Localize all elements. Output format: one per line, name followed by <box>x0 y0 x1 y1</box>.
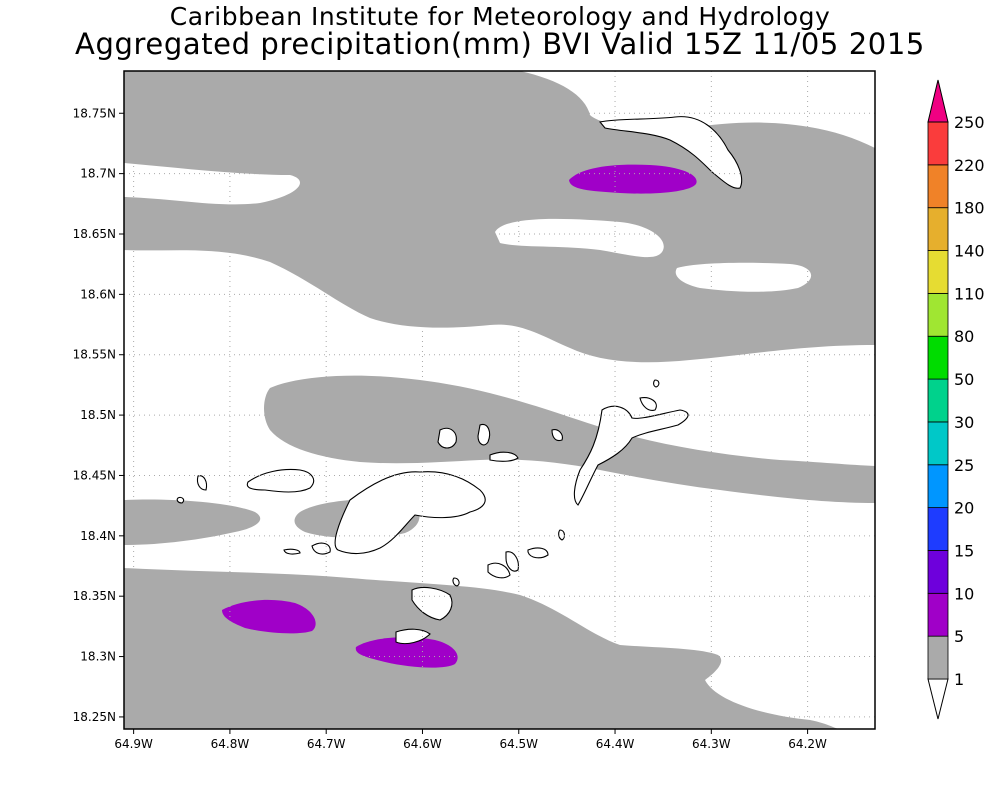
grid-lines <box>124 71 875 729</box>
colorbar-label: 1 <box>954 670 964 689</box>
island-salt <box>558 529 565 541</box>
colorbar-segment <box>927 292 949 337</box>
colorbar-label: 10 <box>954 584 974 603</box>
precip-area-1-5mm-west <box>124 499 261 545</box>
precip-area-1-5mm-central <box>264 375 875 503</box>
colorbar-label: 5 <box>954 627 964 646</box>
colorbar-segment <box>927 250 949 294</box>
y-tick-label: 18.7N <box>80 167 116 181</box>
colorbar-segment <box>927 421 949 466</box>
x-tick-label: 64.2W <box>788 737 827 751</box>
colorbar-segment <box>927 550 949 594</box>
island-peter <box>487 562 511 579</box>
colorbar-label: 25 <box>954 456 974 475</box>
y-tick-label: 18.6N <box>80 287 116 301</box>
x-tick-label: 64.7W <box>307 737 346 751</box>
island-cooper <box>505 551 519 572</box>
island-ginger <box>527 547 549 559</box>
colorbar-label: 110 <box>954 284 985 303</box>
island-great-camanoe <box>551 429 563 442</box>
island-south-cays <box>395 628 431 645</box>
island-little-jost <box>196 475 208 491</box>
y-tick-label: 18.75N <box>73 106 116 120</box>
colorbar-bottom-arrow <box>927 678 949 720</box>
precip-area-5-10mm-north <box>569 164 697 194</box>
y-tick-label: 18.3N <box>80 650 116 664</box>
x-tick-label: 64.4W <box>596 737 635 751</box>
x-tick-label: 64.6W <box>403 737 442 751</box>
x-tick-label: 64.5W <box>499 737 538 751</box>
colorbar-label: 20 <box>954 499 974 518</box>
precip-area-5-10mm-south <box>355 637 458 668</box>
colorbar-label: 220 <box>954 156 985 175</box>
colorbar-segment <box>927 207 949 251</box>
x-tick-label: 64.8W <box>211 737 250 751</box>
island-frenchman <box>283 548 301 555</box>
island-necker <box>653 379 660 388</box>
colorbar-segment <box>927 378 949 423</box>
islands-layer <box>176 116 743 645</box>
colorbar-segment <box>927 164 949 209</box>
colorbar-label: 30 <box>954 413 974 432</box>
colorbar-segment <box>927 335 949 380</box>
island-virgin-gorda <box>573 405 689 506</box>
island-little-thatch <box>311 542 331 555</box>
colorbar-segment <box>927 464 949 509</box>
island-anegada <box>598 116 743 189</box>
precip-shading-layer <box>124 71 875 729</box>
y-tick-label: 18.5N <box>80 408 116 422</box>
colorbar-label: 140 <box>954 242 985 261</box>
plot-frame <box>123 70 876 730</box>
colorbar-label: 250 <box>954 113 985 132</box>
colorbar-segment <box>927 635 949 680</box>
island-mosquito <box>639 397 657 411</box>
colorbar-top-arrow <box>927 79 949 123</box>
island-jost-van-dyke <box>246 468 315 493</box>
island-guana <box>437 427 457 449</box>
colorbar-label: 15 <box>954 541 974 560</box>
map-title-line2: Aggregated precipitation(mm) BVI Valid 1… <box>75 27 925 61</box>
colorbar-segment <box>927 121 949 166</box>
colorbar-segment <box>927 507 949 551</box>
island-pelican <box>452 577 460 587</box>
y-tick-label: 18.45N <box>73 468 116 482</box>
y-tick-label: 18.65N <box>73 227 116 241</box>
island-norman <box>411 586 453 621</box>
x-tick-label: 64.9W <box>114 737 153 751</box>
precip-area-5-10mm-southwest <box>222 599 316 634</box>
x-tick-label: 64.3W <box>692 737 731 751</box>
island-sandy-cay <box>176 496 185 504</box>
colorbar-label: 80 <box>954 327 974 346</box>
island-scrub <box>489 451 519 462</box>
y-tick-label: 18.55N <box>73 348 116 362</box>
axis-layer: 64.9W 64.8W 64.7W 64.6W 64.5W 64.4W 64.3W 64.2W… <box>73 106 827 751</box>
colorbar-segment <box>927 592 949 637</box>
colorbar-label: 180 <box>954 199 985 218</box>
island-beef <box>477 423 491 446</box>
y-tick-label: 18.4N <box>80 529 116 543</box>
y-tick-label: 18.25N <box>73 710 116 724</box>
island-tortola <box>334 471 486 555</box>
y-tick-label: 18.35N <box>73 589 116 603</box>
colorbar-label: 50 <box>954 370 974 389</box>
map-title-line1: Caribbean Institute for Meteorology and … <box>169 2 831 31</box>
